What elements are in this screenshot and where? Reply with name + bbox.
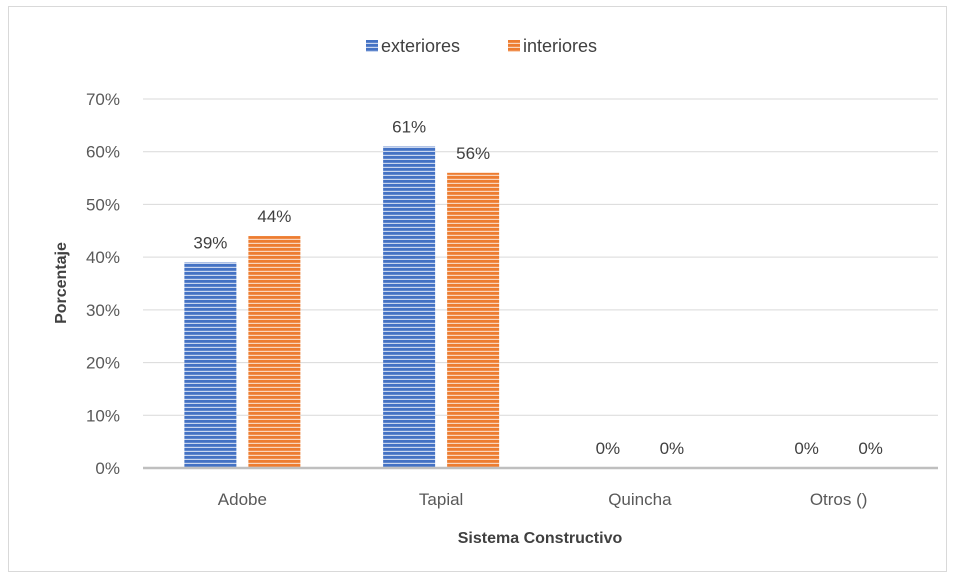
data-labels: 39% 44% 61% 56% 0% 0% 0% 0%	[193, 117, 883, 458]
legend-swatch-exteriores	[366, 40, 378, 52]
data-label: 56%	[456, 144, 490, 163]
legend: exteriores interiores	[366, 36, 597, 56]
x-tick-label: Tapial	[419, 490, 463, 509]
y-tick-label: 10%	[86, 406, 120, 425]
data-label: 39%	[193, 233, 227, 252]
data-label: 44%	[257, 207, 291, 226]
y-tick-label: 50%	[86, 195, 120, 214]
y-tick-label: 30%	[86, 301, 120, 320]
data-label: 0%	[660, 439, 685, 458]
x-axis-title: Sistema Constructivo	[458, 530, 623, 547]
y-tick-label: 60%	[86, 143, 120, 162]
bar-exteriores-1	[383, 146, 436, 468]
x-axis-ticks: Adobe Tapial Quincha Otros ()	[218, 490, 868, 509]
x-tick-label: Adobe	[218, 490, 267, 509]
y-tick-label: 0%	[95, 459, 120, 478]
bars	[184, 146, 500, 469]
data-label: 0%	[794, 439, 819, 458]
legend-swatch-interiores	[508, 40, 520, 52]
y-axis-ticks: 0% 10% 20% 30% 40% 50% 60% 70%	[86, 90, 120, 478]
y-tick-label: 70%	[86, 90, 120, 109]
x-tick-label: Quincha	[608, 490, 672, 509]
y-tick-label: 40%	[86, 248, 120, 267]
data-label: 0%	[596, 439, 621, 458]
y-axis-title: Porcentaje	[53, 242, 70, 324]
bar-interiores-1	[447, 172, 500, 469]
x-tick-label: Otros ()	[810, 490, 868, 509]
data-label: 61%	[392, 117, 426, 136]
legend-label-interiores: interiores	[523, 36, 597, 56]
bar-exteriores-0	[184, 262, 237, 468]
bar-interiores-0	[248, 236, 301, 468]
y-tick-label: 20%	[86, 354, 120, 373]
legend-label-exteriores: exteriores	[381, 36, 460, 56]
data-label: 0%	[858, 439, 883, 458]
